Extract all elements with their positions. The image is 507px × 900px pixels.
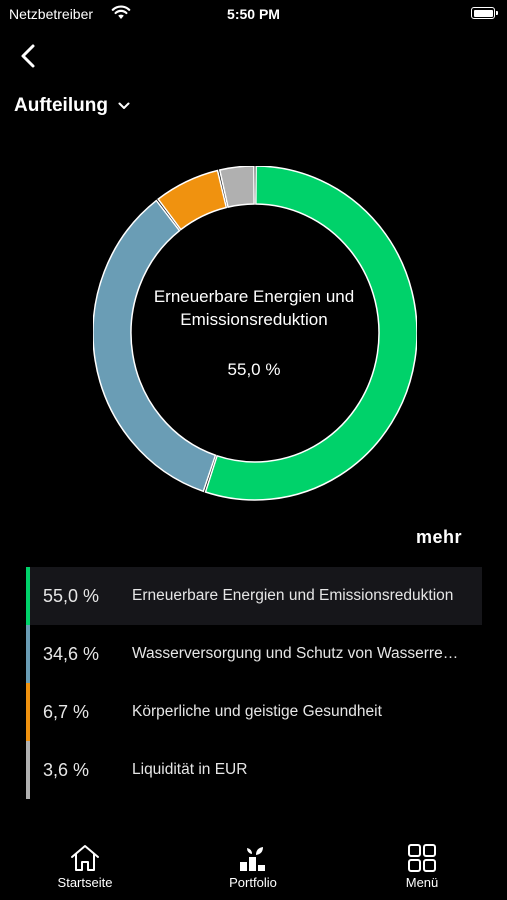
wifi-icon — [111, 5, 131, 25]
donut-segment[interactable] — [204, 166, 417, 501]
back-button[interactable] — [14, 40, 44, 72]
portfolio-icon — [240, 847, 265, 871]
tab-menu[interactable]: Menü — [362, 840, 482, 890]
legend-row[interactable]: 3,6 % Liquidität in EUR — [26, 741, 482, 799]
legend-percent: 55,0 % — [43, 585, 100, 606]
legend-row[interactable]: 55,0 % Erneuerbare Energien und Emission… — [26, 567, 482, 625]
donut-segment[interactable] — [157, 169, 228, 231]
chart-center-title: Erneuerbare Energien und Emissionsredukt… — [153, 287, 355, 329]
home-icon — [71, 845, 99, 871]
legend-row[interactable]: 34,6 % Wasserversorgung und Schutz von W… — [26, 625, 482, 683]
legend-label: Wasserversorgung und Schutz von Wasserre… — [132, 645, 462, 662]
allocation-donut-chart — [93, 166, 417, 501]
legend-label: Erneuerbare Energien und Emissionsredukt… — [132, 587, 454, 604]
status-time: 5:50 PM — [227, 6, 280, 22]
legend-row[interactable]: 6,7 % Körperliche und geistige Gesundhei… — [26, 683, 482, 741]
view-selector-label: Aufteilung — [14, 95, 108, 116]
carrier-name: Netzbetreiber — [9, 6, 94, 22]
tab-portfolio[interactable]: Portfolio — [193, 840, 313, 890]
chart-center-value: 55,0 % — [227, 360, 281, 379]
legend-label: Körperliche und geistige Gesundheit — [132, 703, 382, 720]
donut-segment[interactable] — [93, 199, 217, 493]
chevron-down-icon — [118, 102, 130, 109]
donut-segment[interactable] — [218, 166, 255, 208]
view-selector[interactable]: Aufteilung — [14, 92, 130, 120]
legend-percent: 3,6 % — [43, 759, 90, 780]
battery-icon — [471, 7, 498, 19]
legend-percent: 6,7 % — [43, 701, 90, 722]
tab-startseite[interactable]: Startseite — [25, 840, 145, 890]
more-button[interactable]: mehr — [415, 527, 462, 547]
tab-label: Portfolio — [229, 875, 277, 890]
grid-menu-icon — [408, 844, 436, 872]
tab-label: Menü — [405, 875, 439, 890]
tab-bar: Startseite Portfolio Menü — [0, 840, 507, 900]
legend-label: Liquidität in EUR — [132, 761, 248, 778]
legend-list: 55,0 % Erneuerbare Energien und Emission… — [26, 567, 482, 799]
tab-label: Startseite — [57, 875, 113, 890]
status-bar: Netzbetreiber 5:50 PM — [0, 0, 507, 30]
legend-percent: 34,6 % — [43, 643, 100, 664]
chevron-left-icon — [21, 44, 35, 68]
